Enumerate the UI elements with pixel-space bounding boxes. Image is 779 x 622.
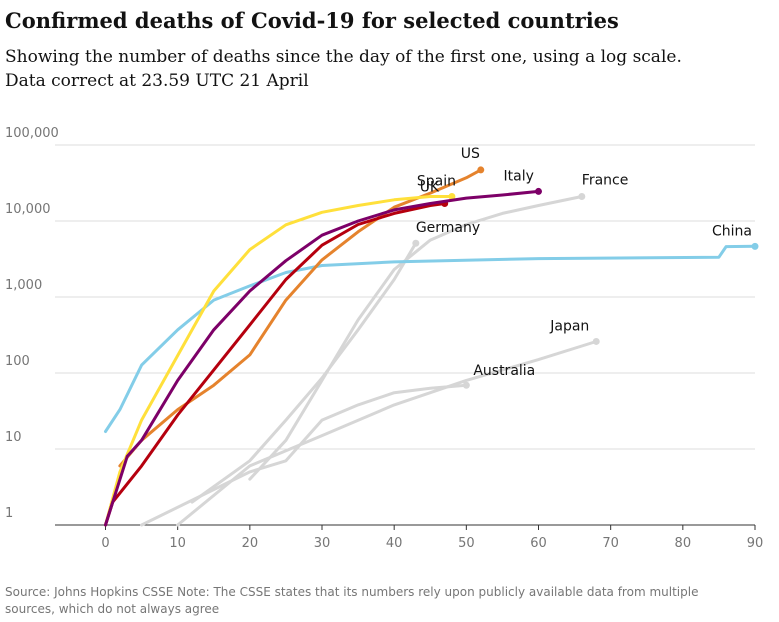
series-label: China bbox=[712, 223, 752, 239]
series-label: Spain bbox=[417, 174, 456, 190]
x-tick-label: 80 bbox=[675, 536, 692, 551]
end-dot bbox=[578, 193, 586, 201]
series-line bbox=[176, 340, 598, 527]
source: Source: Johns Hopkins CSSE Note: The CSS… bbox=[5, 585, 698, 599]
x-tick-label: 90 bbox=[747, 536, 764, 551]
y-tick-label: 1,000 bbox=[5, 278, 42, 293]
series-line bbox=[190, 241, 418, 504]
series-line bbox=[104, 189, 540, 527]
end-dot bbox=[477, 166, 485, 174]
end-dot bbox=[592, 337, 600, 345]
series-line bbox=[248, 195, 584, 481]
x-tick-label: 40 bbox=[386, 536, 403, 551]
y-tick-label: 100,000 bbox=[5, 126, 59, 141]
series-label: US bbox=[461, 146, 480, 162]
y-tick-label: 10,000 bbox=[5, 202, 51, 217]
series-label: Germany bbox=[416, 220, 480, 236]
y-tick-label: 1 bbox=[5, 506, 13, 521]
x-tick-label: 30 bbox=[314, 536, 331, 551]
chart-title: Confirmed deaths of Covid-19 for selecte… bbox=[5, 8, 619, 33]
series-label: UK bbox=[420, 179, 440, 195]
series-line bbox=[118, 168, 483, 468]
y-tick-label: 100 bbox=[5, 354, 30, 369]
series-label: France bbox=[582, 173, 629, 189]
x-tick-label: 10 bbox=[169, 536, 186, 551]
series-label: Japan bbox=[549, 318, 589, 334]
x-tick-label: 50 bbox=[458, 536, 475, 551]
series-label: Italy bbox=[504, 168, 534, 184]
series-label: Australia bbox=[473, 363, 535, 379]
x-tick-label: 60 bbox=[530, 536, 547, 551]
series-line bbox=[104, 202, 447, 527]
subtitle: Data correct at 23.59 UTC 21 April bbox=[5, 71, 309, 91]
series-line bbox=[140, 383, 468, 527]
series-line bbox=[104, 244, 757, 433]
subtitle: Showing the number of deaths since the d… bbox=[5, 47, 682, 67]
x-tick-label: 20 bbox=[242, 536, 259, 551]
end-dot bbox=[462, 381, 470, 389]
x-tick-label: 70 bbox=[602, 536, 619, 551]
end-dot bbox=[412, 239, 420, 247]
y-tick-label: 10 bbox=[5, 430, 22, 445]
x-tick-label: 0 bbox=[101, 536, 109, 551]
end-dot bbox=[535, 187, 543, 195]
series-line bbox=[104, 195, 454, 527]
end-dot bbox=[448, 193, 456, 201]
source: sources, which do not always agree bbox=[5, 602, 219, 616]
end-dot bbox=[751, 242, 759, 250]
